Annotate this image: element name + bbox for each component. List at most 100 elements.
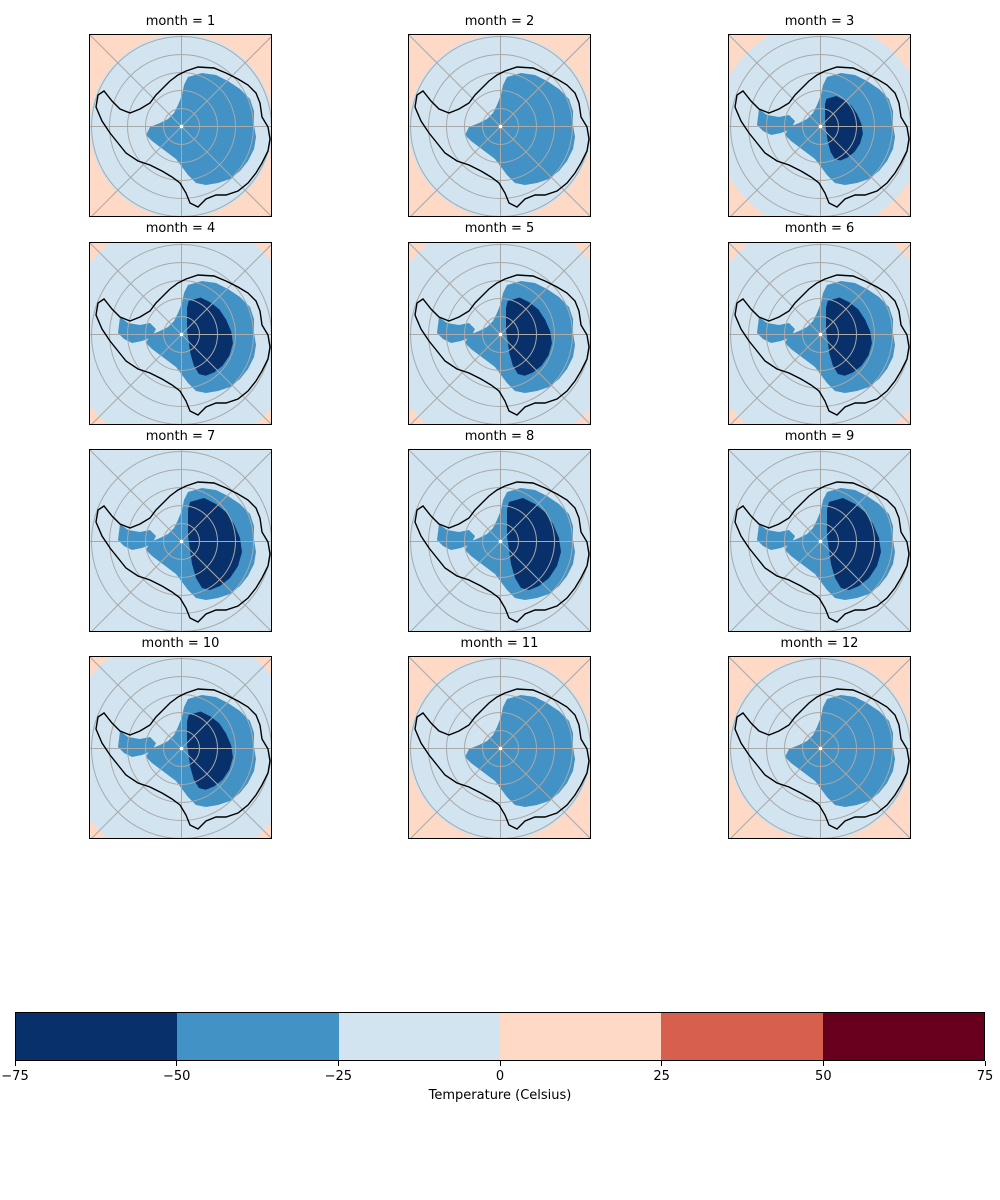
map-svg bbox=[729, 243, 910, 424]
colorbar-tick-label: −50 bbox=[162, 1069, 191, 1084]
panel-title: month = 11 bbox=[460, 636, 539, 651]
map-svg bbox=[90, 243, 271, 424]
longitude-gridline bbox=[409, 243, 501, 335]
coastline bbox=[414, 688, 590, 830]
map-panel bbox=[89, 449, 272, 632]
colorbar-tick-label: −75 bbox=[1, 1069, 29, 1084]
colorbar-tick bbox=[661, 1061, 663, 1066]
coastline bbox=[734, 688, 910, 830]
colorbar-segment bbox=[822, 1013, 984, 1060]
colorbar-tick-label: 75 bbox=[976, 1069, 994, 1084]
longitude-gridline bbox=[410, 126, 501, 216]
longitude-gridline bbox=[500, 748, 590, 838]
pole-marker bbox=[818, 124, 823, 129]
map-panel bbox=[89, 34, 272, 217]
colorbar-tick bbox=[337, 1061, 339, 1066]
longitude-gridline bbox=[730, 126, 821, 216]
longitude-gridline bbox=[820, 658, 910, 749]
map-panel bbox=[89, 242, 272, 425]
map-panel bbox=[408, 242, 591, 425]
map-panel bbox=[728, 656, 911, 839]
longitude-gridline bbox=[91, 334, 182, 424]
panel-title: month = 6 bbox=[784, 221, 855, 236]
longitude-gridline bbox=[500, 541, 590, 631]
coastline bbox=[414, 481, 590, 623]
map-svg bbox=[729, 657, 910, 838]
panel-title: month = 1 bbox=[145, 14, 216, 29]
plateau-zone bbox=[785, 695, 895, 807]
longitude-gridline bbox=[729, 35, 821, 127]
longitude-gridline bbox=[410, 334, 501, 424]
map-panel bbox=[408, 656, 591, 839]
coastline bbox=[734, 274, 910, 416]
plateau-zone bbox=[465, 695, 575, 807]
pole-marker bbox=[498, 124, 503, 129]
pole-marker bbox=[498, 332, 503, 337]
colorbar-tick bbox=[822, 1061, 824, 1066]
map-svg bbox=[409, 450, 590, 631]
longitude-gridline bbox=[90, 35, 182, 127]
longitude-gridline bbox=[820, 36, 910, 127]
map-svg bbox=[729, 35, 910, 216]
panel-title: month = 9 bbox=[784, 429, 855, 444]
longitude-gridline bbox=[820, 748, 910, 838]
map-panel bbox=[728, 242, 911, 425]
pole-marker bbox=[498, 539, 503, 544]
longitude-gridline bbox=[730, 334, 821, 424]
colorbar-tick bbox=[499, 1061, 501, 1066]
longitude-gridline bbox=[730, 541, 821, 631]
coastline bbox=[734, 66, 910, 208]
colorbar-tick-label: 25 bbox=[653, 1069, 670, 1084]
pole-marker bbox=[818, 746, 823, 751]
longitude-gridline bbox=[91, 126, 182, 216]
colorbar-segment bbox=[661, 1013, 823, 1060]
colorbar bbox=[15, 1012, 985, 1061]
longitude-gridline bbox=[410, 541, 501, 631]
longitude-gridline bbox=[729, 657, 821, 749]
panel-title: month = 2 bbox=[464, 14, 535, 29]
longitude-gridline bbox=[409, 657, 501, 749]
panel-title: month = 8 bbox=[464, 429, 535, 444]
pole-marker bbox=[179, 539, 184, 544]
longitude-gridline bbox=[820, 244, 910, 335]
colorbar-tick-label: 0 bbox=[495, 1069, 505, 1084]
panel-title: month = 4 bbox=[145, 221, 216, 236]
panel-title: month = 10 bbox=[141, 636, 220, 651]
longitude-gridline bbox=[181, 36, 271, 127]
panel-title: month = 7 bbox=[145, 429, 216, 444]
coastline bbox=[95, 688, 271, 830]
plateau-zone bbox=[146, 73, 256, 185]
longitude-gridline bbox=[500, 658, 590, 749]
map-svg bbox=[90, 35, 271, 216]
longitude-gridline bbox=[181, 748, 271, 838]
map-svg bbox=[729, 450, 910, 631]
colorbar-tick bbox=[14, 1061, 16, 1066]
coastline bbox=[414, 66, 590, 208]
map-svg bbox=[409, 657, 590, 838]
longitude-gridline bbox=[181, 126, 271, 216]
longitude-gridline bbox=[90, 450, 182, 542]
colorbar-tick bbox=[984, 1061, 986, 1066]
colorbar-segment bbox=[499, 1013, 662, 1060]
longitude-gridline bbox=[820, 126, 910, 216]
panel-title: month = 3 bbox=[784, 14, 855, 29]
map-panel bbox=[408, 34, 591, 217]
coastline bbox=[95, 274, 271, 416]
map-panel bbox=[728, 449, 911, 632]
longitude-gridline bbox=[91, 748, 182, 838]
longitude-gridline bbox=[500, 126, 590, 216]
longitude-gridline bbox=[181, 451, 271, 542]
colorbar-label: Temperature (Celsius) bbox=[428, 1088, 572, 1103]
map-svg bbox=[409, 243, 590, 424]
longitude-gridline bbox=[410, 748, 501, 838]
longitude-gridline bbox=[181, 658, 271, 749]
longitude-gridline bbox=[820, 334, 910, 424]
map-panel bbox=[408, 449, 591, 632]
map-svg bbox=[90, 450, 271, 631]
coastline bbox=[95, 66, 271, 208]
map-panel bbox=[89, 656, 272, 839]
colorbar-tick bbox=[176, 1061, 178, 1066]
colorbar-tick-label: 50 bbox=[815, 1069, 832, 1084]
pole-marker bbox=[179, 746, 184, 751]
colorbar-segment bbox=[16, 1013, 178, 1060]
